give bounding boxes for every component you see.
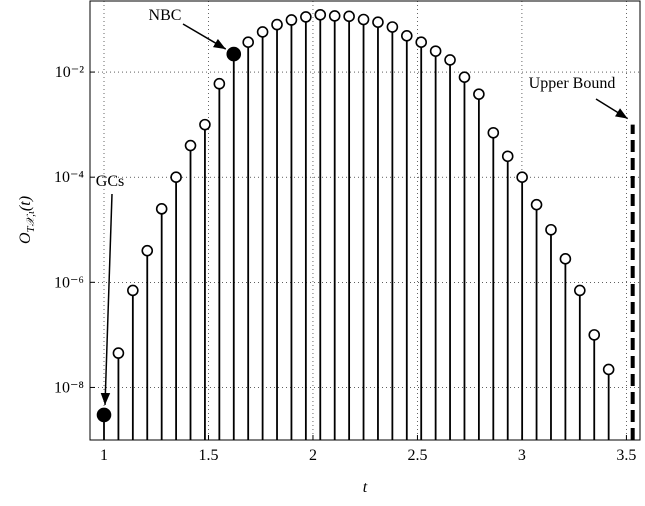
stem-marker: [386, 21, 399, 33]
annotation: GCs: [96, 173, 124, 190]
x-tick-label: 2: [309, 447, 317, 464]
stem-marker: [226, 46, 242, 62]
stem-marker: [372, 16, 384, 28]
stem-marker: [242, 36, 254, 49]
annotation-arrow: [100, 193, 113, 405]
stem-marker: [574, 284, 586, 297]
stem-marker: [271, 18, 283, 31]
stem-marker: [516, 171, 528, 183]
stem-marker: [96, 407, 112, 423]
stem-marker: [170, 171, 182, 183]
x-tick-label: 3.5: [616, 447, 636, 464]
y-tick-label: 10⁻²: [55, 64, 84, 81]
stem-marker: [415, 36, 428, 49]
annotation-arrow: [182, 23, 227, 50]
y-label-sub: T𝒳,ι: [25, 211, 37, 232]
stem-marker: [530, 198, 543, 211]
stem-marker: [213, 77, 226, 90]
stem-marker: [256, 26, 269, 38]
stem-marker: [285, 14, 298, 26]
y-tick-label: 10⁻⁴: [54, 169, 84, 186]
stem-marker: [545, 223, 557, 236]
y-axis-label: OT𝒳,ι(t): [17, 196, 37, 244]
stem-marker: [155, 203, 168, 215]
stem-marker: [357, 13, 370, 26]
stem-marker: [487, 126, 500, 139]
stem-marker: [184, 139, 197, 152]
x-axis-label: t: [363, 479, 368, 496]
stem-marker: [588, 329, 601, 341]
stem-marker: [444, 54, 456, 66]
y-label-arg: (t): [17, 196, 34, 211]
stem-marker: [559, 253, 572, 265]
stem-marker: [501, 150, 514, 163]
y-tick-label: 10⁻⁶: [54, 274, 84, 291]
stem-marker: [314, 8, 327, 21]
x-tick-label: 3: [518, 447, 526, 464]
stem-marker: [343, 10, 355, 23]
x-tick-label: 1: [100, 447, 108, 464]
annotation-arrow: [595, 98, 629, 120]
x-tick-label: 1.5: [198, 447, 218, 464]
stem-marker: [429, 45, 442, 57]
x-tick-label: 2.5: [407, 447, 427, 464]
stem-marker: [458, 71, 471, 83]
annotation: NBC: [149, 7, 182, 24]
plot-frame: [89, 0, 641, 441]
stem-marker: [199, 118, 211, 131]
annotation: Upper Bound: [529, 75, 616, 92]
stem-marker: [473, 88, 485, 100]
stem-marker: [400, 29, 413, 42]
stem-marker: [112, 347, 125, 359]
stem-marker: [127, 284, 139, 297]
stem-marker: [300, 11, 312, 23]
stem-marker: [141, 244, 154, 257]
stem-marker: [328, 10, 341, 22]
y-tick-label: 10⁻⁸: [54, 379, 84, 396]
stem-marker: [602, 363, 615, 376]
y-label-main: O: [17, 232, 34, 244]
